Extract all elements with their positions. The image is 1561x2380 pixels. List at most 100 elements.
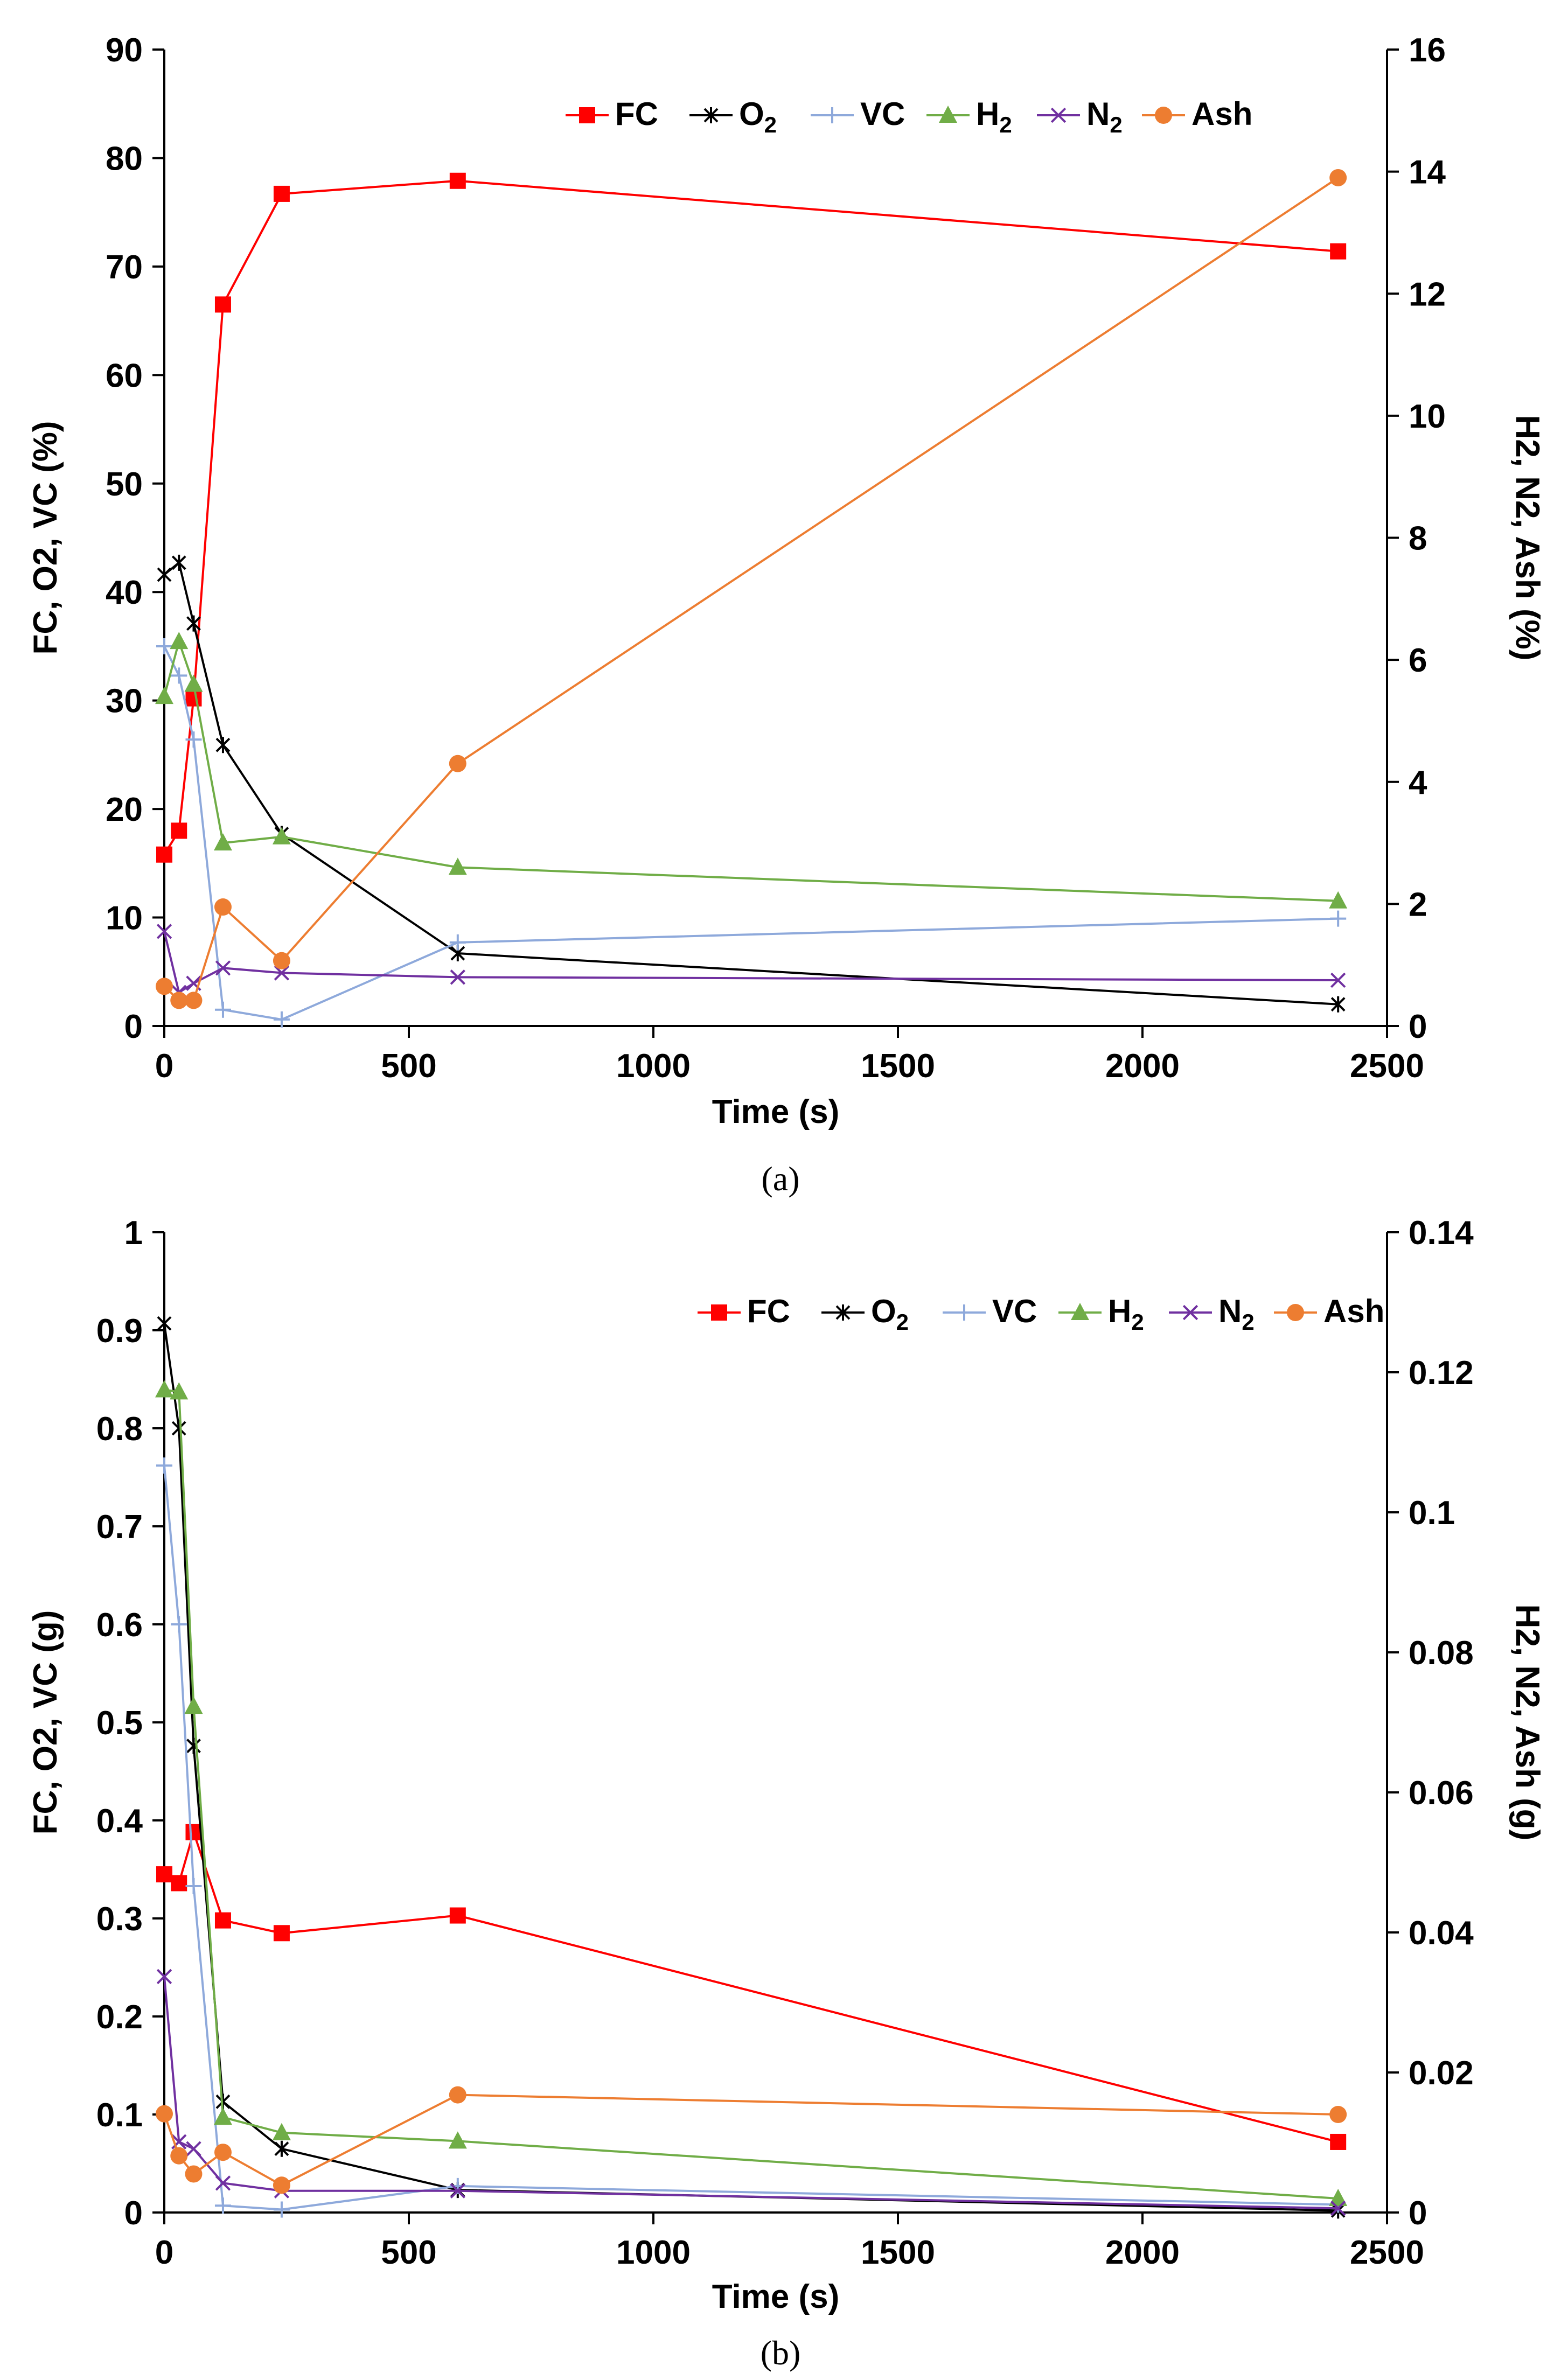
legend-label: H2	[976, 96, 1012, 137]
y-tick-label-left: 60	[106, 357, 143, 394]
series-line-fc	[163, 179, 1339, 855]
data-point-fc	[273, 185, 290, 202]
legend-swatch-marker	[1182, 1304, 1198, 1321]
y-tick-label-left: 0.9	[96, 1313, 143, 1350]
series-line-o2	[163, 561, 1339, 1006]
data-point-h2	[170, 632, 189, 650]
data-point-h2	[272, 827, 291, 844]
series-n2	[156, 1969, 1346, 2216]
y-tick-label-left: 10	[106, 900, 143, 937]
series-line-vc	[163, 1465, 1339, 2211]
data-point-n2	[1330, 972, 1346, 988]
y-tick-label-left: 30	[106, 683, 143, 720]
data-point-h2	[155, 687, 173, 704]
x-tick-label: 0	[155, 2234, 173, 2271]
data-point-o2	[171, 554, 186, 571]
data-point-fc	[273, 1925, 290, 1942]
x-tick-label: 500	[381, 1048, 436, 1085]
x-tick-label: 1000	[616, 2234, 691, 2271]
series-fc	[156, 1824, 1347, 2150]
data-point-fc	[214, 296, 231, 313]
legend-item-fc: FC	[566, 96, 658, 132]
y-tick-label-left: 20	[106, 791, 143, 828]
y-tick-label-right: 14	[1409, 154, 1446, 191]
data-point-fc	[171, 1875, 187, 1892]
legend-item-n2: N2	[1169, 1293, 1255, 1335]
series-fc	[156, 172, 1347, 863]
legend-swatch-marker	[939, 106, 957, 123]
legend-label: O2	[739, 96, 777, 137]
legend-swatch-marker	[956, 1304, 972, 1321]
data-point-ash	[156, 978, 173, 995]
data-point-n2	[156, 1969, 172, 1985]
data-point-ash	[170, 992, 188, 1009]
legend-swatch-marker	[1050, 107, 1067, 123]
x-tick-label: 0	[155, 1048, 173, 1085]
x-tick-label: 1500	[861, 2234, 935, 2271]
y-tick-label-right: 0.02	[1409, 2055, 1474, 2092]
legend: FC O2 VC H2 N2 Ash	[566, 96, 1252, 137]
data-point-vc	[214, 2197, 231, 2214]
data-point-vc	[185, 1878, 202, 1894]
y-tick-label-left: 0.5	[96, 1705, 143, 1742]
data-point-ash	[1329, 169, 1347, 186]
y-tick-label-left: 0.7	[96, 1509, 143, 1546]
data-point-vc	[185, 731, 202, 748]
legend-label: Ash	[1323, 1293, 1384, 1329]
legend-item-vc: VC	[943, 1293, 1037, 1329]
data-point-h2	[213, 833, 232, 851]
legend-swatch-marker	[1071, 1303, 1089, 1320]
series-line-o2	[163, 1323, 1339, 2212]
y-tick-label-right: 0.14	[1409, 1215, 1474, 1252]
series-line-n2	[163, 931, 1339, 994]
y-axis-title-left: FC, O2, VC (%)	[27, 421, 64, 654]
data-point-vc	[214, 1001, 231, 1018]
y-tick-label-right: 12	[1409, 276, 1446, 313]
data-point-vc	[273, 1011, 290, 1028]
data-point-ash	[1329, 2106, 1347, 2123]
legend-item-o2: O2	[689, 96, 777, 137]
data-point-vc	[156, 1457, 172, 1474]
y-tick-label-right: 0	[1409, 2195, 1427, 2232]
data-point-o2	[186, 1737, 201, 1754]
x-tick-label: 2500	[1350, 2234, 1424, 2271]
series-line-n2	[163, 1976, 1339, 2210]
series-h2	[155, 1380, 1348, 2206]
data-point-n2	[186, 2141, 201, 2156]
series-line-ash	[163, 177, 1339, 1002]
x-tick-label: 2000	[1105, 1048, 1180, 1085]
y-tick-label-right: 0.06	[1409, 1775, 1474, 1812]
legend-item-o2: O2	[821, 1293, 909, 1335]
series-line-h2	[163, 638, 1339, 902]
data-point-vc	[171, 667, 187, 684]
data-point-o2	[274, 2140, 289, 2157]
data-point-vc	[156, 638, 172, 654]
series-line-ash	[163, 2093, 1339, 2187]
legend-item-ash: Ash	[1274, 1293, 1384, 1329]
series-o2	[157, 554, 1346, 1013]
data-point-ash	[273, 2176, 290, 2194]
series-n2	[156, 924, 1346, 1000]
data-point-n2	[274, 965, 290, 981]
series-line-vc	[163, 646, 1339, 1021]
data-point-h2	[184, 674, 203, 692]
y-tick-label-right: 8	[1409, 520, 1427, 557]
data-point-fc	[1330, 2133, 1347, 2150]
legend-item-h2: H2	[1058, 1293, 1144, 1335]
y-tick-label-right: 0.08	[1409, 1635, 1474, 1672]
legend-label: FC	[615, 96, 658, 132]
legend-label: N2	[1218, 1293, 1255, 1335]
y-tick-label-right: 6	[1409, 642, 1427, 679]
x-tick-label: 2000	[1105, 2234, 1180, 2271]
data-point-fc	[1330, 243, 1347, 260]
y-tick-label-right: 10	[1409, 398, 1446, 435]
x-tick-label: 2500	[1350, 1048, 1424, 1085]
data-point-vc	[1330, 910, 1347, 927]
legend-swatch-marker	[579, 107, 595, 123]
data-point-ash	[156, 2105, 173, 2123]
series-vc	[156, 638, 1347, 1028]
data-point-ash	[185, 992, 203, 1009]
data-point-o2	[157, 566, 172, 583]
data-point-fc	[449, 172, 466, 189]
chart-panel-a: 0 500 1000 1500 2000 250001020304050607080900…	[27, 32, 1546, 1198]
